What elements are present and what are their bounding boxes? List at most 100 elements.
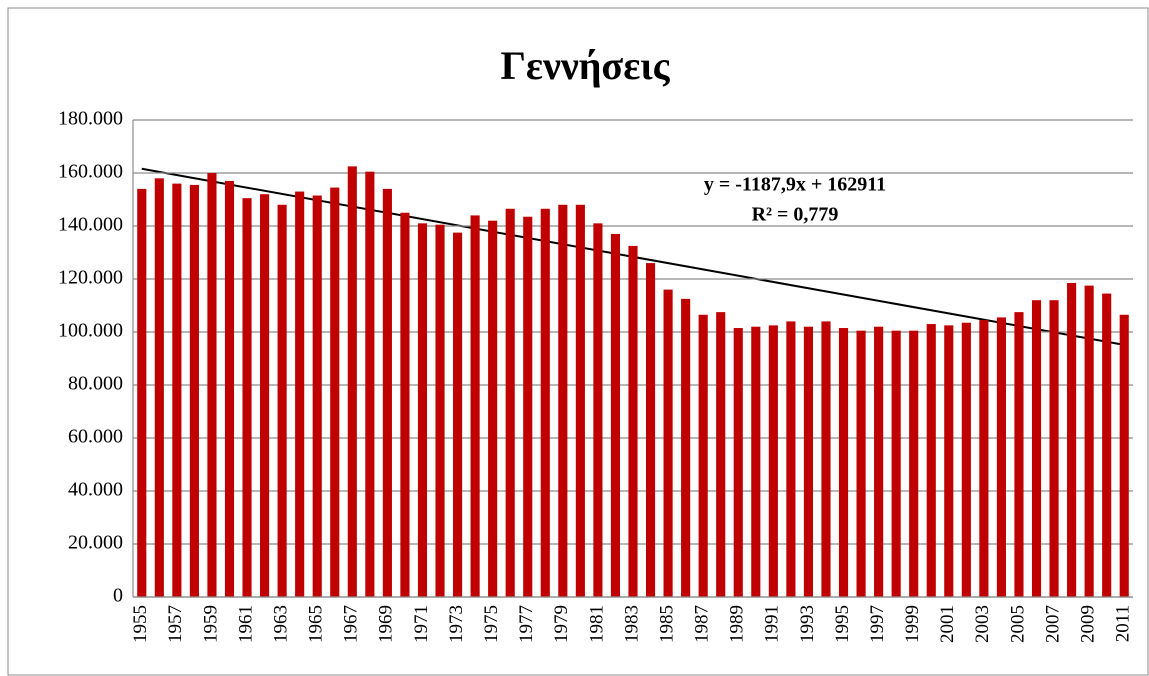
x-tick-label: 1959 [200,605,221,643]
y-tick-label: 20.000 [68,532,123,554]
bar [400,212,410,597]
trend-r2: R² = 0,779 [752,204,839,226]
x-tick-label: 1961 [235,605,256,643]
y-tick-label: 140.000 [58,214,123,236]
bar [470,215,480,597]
bar [1067,282,1077,597]
bar [260,194,270,597]
bar [417,223,428,597]
x-tick-label: 1985 [656,605,677,643]
x-tick-label: 1993 [797,605,818,643]
bar [505,208,515,597]
bar [1119,314,1129,597]
bar [312,195,322,597]
bar [207,173,217,597]
bar [856,330,866,597]
x-tick-label: 2001 [937,605,958,643]
x-tick-label: 1955 [130,605,151,643]
bar [838,328,849,597]
bar [681,298,691,597]
bar [558,204,568,598]
x-tick-label: 1991 [762,605,783,643]
bar [593,223,603,597]
bar [628,245,638,597]
bar [1084,285,1094,597]
x-tick-label: 1975 [481,605,502,643]
bar [1049,300,1059,597]
x-tick-label: 1963 [270,605,291,643]
bar [1014,312,1024,597]
bar [891,330,901,597]
bar [663,289,673,597]
x-tick-label: 1989 [727,605,748,643]
bar [786,321,796,597]
bar [1031,300,1042,597]
x-tick-label: 1987 [692,605,713,643]
y-tick-label: 60.000 [68,426,123,448]
bar [961,322,971,597]
x-tick-label: 1981 [586,605,607,643]
bar [189,184,199,598]
y-tick-label: 40.000 [68,479,123,501]
x-tick-label: 1995 [832,605,853,643]
x-tick-label: 1967 [341,605,362,643]
bar [137,188,147,597]
y-tick-label: 180.000 [58,108,123,130]
bar [347,166,357,597]
bar [330,187,340,597]
bar [453,232,463,597]
chart-title: Γεννήσεις [500,43,670,88]
bar [540,208,550,597]
x-tick-label: 1971 [411,605,432,643]
bar [803,326,813,597]
y-tick-label: 80.000 [68,373,123,395]
bar [874,326,884,597]
x-tick-label: 1969 [376,605,397,643]
bar [768,325,778,597]
x-tick-label: 1979 [551,605,572,643]
bar [382,188,392,597]
x-tick-label: 1977 [516,605,537,643]
bar [488,220,498,597]
x-tick-label: 1999 [902,605,923,643]
x-tick-label: 1973 [446,605,467,643]
bar [698,314,708,597]
x-tick-label: 1957 [165,605,186,643]
bar [979,320,989,597]
y-tick-label: 100.000 [58,320,123,342]
bar [277,204,287,598]
y-tick-label: 0 [113,585,123,607]
bar [154,178,164,598]
x-tick-label: 2011 [1113,605,1134,642]
bar [523,216,533,597]
bar [944,325,954,597]
x-tick-label: 1965 [306,605,327,643]
bar [645,263,656,597]
bar [575,204,585,598]
trend-equation: y = -1187,9x + 162911 [704,174,886,196]
bar [996,317,1006,597]
x-tick-label: 1983 [621,605,642,643]
bar [365,171,375,598]
bar [751,326,761,597]
bar [172,183,182,597]
x-tick-label: 2005 [1007,605,1028,643]
bar [909,330,919,597]
bar [242,198,252,598]
bar [224,180,235,597]
x-tick-label: 2007 [1042,605,1063,643]
bar [716,312,726,597]
bar [926,324,936,597]
bar [610,233,621,597]
y-tick-label: 120.000 [58,267,123,289]
x-tick-label: 1997 [867,605,888,643]
bar [295,191,305,598]
x-tick-label: 2003 [972,605,993,643]
bar [733,328,743,597]
bar [821,321,831,597]
y-tick-label: 160.000 [58,161,123,183]
x-tick-label: 2009 [1077,605,1098,643]
bar [435,224,445,598]
bar [1102,293,1112,597]
